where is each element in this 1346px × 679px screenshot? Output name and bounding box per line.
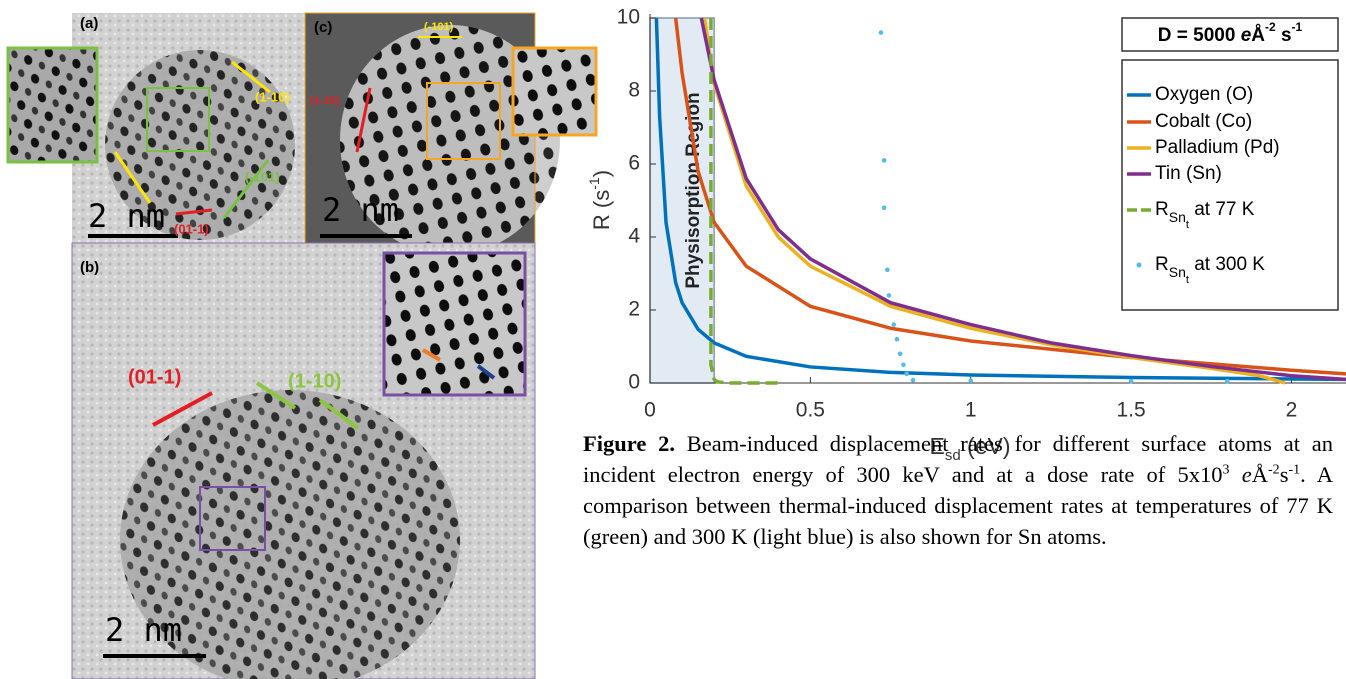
point xyxy=(882,206,887,211)
legend-label: Tin (Sn) xyxy=(1155,163,1222,184)
point xyxy=(882,158,887,163)
scale-bar-label: 2 nm xyxy=(88,197,165,235)
region-label: Physisorption Region xyxy=(683,92,704,288)
caption-unit: e xyxy=(1242,462,1252,487)
scale-bar-label: 2 nm xyxy=(322,191,399,229)
x-tick-label: 1.5 xyxy=(1117,399,1146,422)
caption-unit: Å xyxy=(1252,462,1268,487)
point xyxy=(1225,379,1230,384)
panel-label: (b) xyxy=(80,259,99,276)
annotation: (-101) xyxy=(245,169,280,184)
y-tick-label: 4 xyxy=(628,225,640,248)
point xyxy=(895,337,900,342)
point xyxy=(891,322,896,327)
legend-label: Oxygen (O) xyxy=(1155,84,1253,105)
x-tick-label: 2 xyxy=(1286,399,1298,422)
legend-label: Palladium (Pd) xyxy=(1155,137,1280,158)
panel-label: (c) xyxy=(314,19,332,36)
point xyxy=(904,372,909,377)
scale-bar-label: 2 nm xyxy=(105,611,182,649)
annotation: (1-10) xyxy=(288,370,341,392)
annotation: (1-10) xyxy=(310,95,340,107)
annotation: (-101) xyxy=(424,21,454,33)
annotation: (01-1) xyxy=(128,366,181,388)
point xyxy=(1129,379,1134,384)
annotation: (01-1) xyxy=(174,221,209,236)
point xyxy=(885,268,890,273)
point xyxy=(901,362,906,367)
x-tick-label: 0 xyxy=(644,399,656,422)
x-tick-label: 0.5 xyxy=(796,399,825,422)
caption-text: Beam-induced displacement rates for diff… xyxy=(583,431,1333,487)
point xyxy=(968,379,973,384)
y-tick-label: 0 xyxy=(628,371,640,394)
point xyxy=(887,293,892,298)
figure: (a) 2 nm (1-10) (-101) (01-1) (c) 2 nm (… xyxy=(0,0,1346,679)
caption-sup: -2 xyxy=(1268,463,1280,478)
page: { "panels": [ {"label": "(a)", "scale_ba… xyxy=(0,0,1346,679)
caption: Figure 2. Beam-induced displacement rate… xyxy=(583,428,1333,552)
point xyxy=(879,30,884,35)
caption-sup: -1 xyxy=(1288,463,1300,478)
legend-title: D = 5000 eÅ-2 s-1 xyxy=(1158,20,1303,46)
panel-c: (c) 2 nm (-101) (1-10) xyxy=(305,13,596,255)
point xyxy=(911,378,916,383)
y-tick-label: 6 xyxy=(628,152,640,175)
panel-b: (b) 2 nm (01-1) (1-10) xyxy=(72,243,535,679)
y-tick-label: 10 xyxy=(617,6,640,29)
panel-a: (a) 2 nm (1-10) (-101) (01-1) xyxy=(8,13,305,243)
x-tick-label: 1 xyxy=(965,399,977,422)
annotation: (1-10) xyxy=(255,89,290,104)
point xyxy=(898,352,903,357)
legend-swatch xyxy=(1137,263,1142,268)
legend-label: Cobalt (Co) xyxy=(1155,111,1252,132)
caption-label: Figure 2. xyxy=(583,431,675,456)
caption-sup: 3 xyxy=(1223,463,1230,478)
panel-label: (a) xyxy=(80,15,98,32)
y-tick-label: 2 xyxy=(628,298,640,321)
y-axis-label: R (s-1) xyxy=(586,170,614,230)
y-tick-label: 8 xyxy=(628,79,640,102)
line xyxy=(711,18,778,383)
